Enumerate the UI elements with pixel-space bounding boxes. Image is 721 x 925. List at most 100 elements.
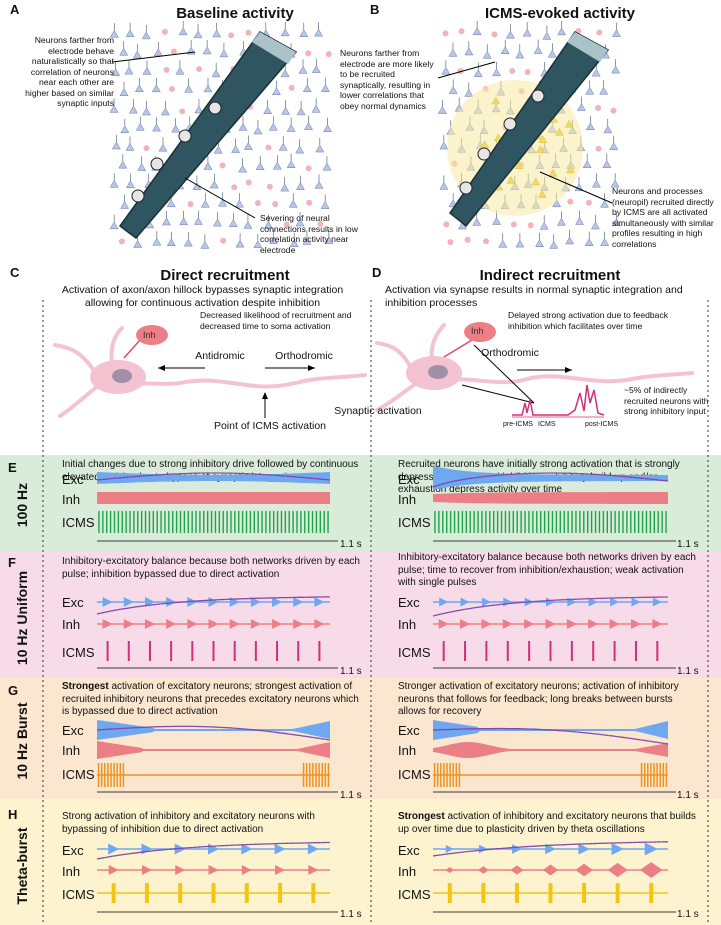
- g-right-inh: [433, 742, 668, 758]
- pyramidal-neuron: [576, 103, 586, 111]
- pyramidal-neuron: [574, 183, 584, 192]
- pyramidal-neuron: [178, 27, 188, 36]
- h-left-inh: [275, 865, 286, 875]
- f-right-trend-b: [432, 596, 668, 617]
- h-left-inh: [141, 865, 152, 875]
- interneuron: [228, 32, 235, 39]
- pyramidal-neuron: [323, 124, 333, 133]
- pyramidal-neuron: [472, 27, 482, 36]
- pyramidal-neuron: [591, 179, 601, 188]
- pyramidal-neuron: [473, 69, 483, 77]
- pyramidal-neuron: [109, 221, 119, 230]
- pyramidal-neuron: [302, 84, 312, 93]
- pyramidal-neuron: [295, 218, 305, 227]
- f-left-inh: [314, 619, 325, 629]
- interneuron: [179, 108, 186, 115]
- pyramidal-neuron: [109, 179, 119, 188]
- f-left-trend: [96, 596, 330, 615]
- panel-d-synaptic: Synaptic activation: [334, 405, 422, 417]
- f-right-exc: [631, 597, 641, 607]
- row-g-left-time: 1.1 s: [340, 790, 362, 801]
- pyramidal-neuron: [311, 104, 321, 113]
- interneuron: [163, 66, 170, 73]
- row-f-right-exc-label: Exc: [398, 595, 420, 610]
- pyramidal-neuron: [125, 29, 135, 37]
- panel-d-title: Indirect recruitment: [479, 267, 621, 284]
- pyramidal-neuron: [515, 50, 525, 59]
- interneuron: [325, 51, 332, 58]
- pyramidal-neuron: [213, 218, 222, 227]
- interneuron: [169, 85, 176, 92]
- pyramidal-neuron: [151, 84, 161, 93]
- pyramidal-neuron: [533, 46, 543, 54]
- panel-d-note: Delayed strong activation due to feedbac…: [508, 310, 669, 331]
- panel-c-orthodromic: Orthodromic: [275, 350, 333, 362]
- interneuron: [527, 222, 534, 229]
- pyramidal-neuron: [142, 107, 151, 116]
- h-right-inh: [640, 862, 663, 878]
- f-left-exc: [208, 597, 219, 607]
- row-g-right-desc: Stronger activation of excitatory neuron…: [398, 681, 679, 717]
- pyramidal-neuron: [253, 240, 263, 248]
- pyramidal-neuron: [286, 124, 296, 132]
- f-right-inh: [524, 619, 535, 629]
- interneuron: [567, 198, 574, 205]
- pyramidal-neuron: [263, 106, 273, 115]
- pyramidal-neuron: [200, 240, 210, 249]
- pyramidal-neuron: [549, 240, 559, 249]
- h-right-exc: [478, 844, 488, 854]
- f-left-exc: [293, 597, 304, 607]
- panel-d-letter: D: [372, 265, 382, 280]
- row-f-right-desc: Inhibitory-excitatory balance because bo…: [398, 552, 696, 588]
- pyramidal-neuron: [552, 199, 562, 208]
- f-right-inh: [566, 619, 577, 629]
- pyramidal-neuron: [482, 50, 492, 59]
- pyramidal-neuron: [281, 106, 291, 115]
- interneuron: [161, 28, 168, 35]
- pyramidal-neuron: [109, 29, 119, 38]
- h-left-inh: [175, 865, 186, 875]
- f-right-inh: [588, 619, 599, 629]
- pyramidal-neuron: [295, 182, 305, 190]
- pyramidal-neuron: [118, 160, 128, 169]
- f-right-inh: [652, 619, 663, 629]
- interneuron: [272, 201, 279, 208]
- f-right-exc: [439, 597, 449, 607]
- pyramidal-neuron: [600, 238, 610, 246]
- pyramidal-neuron: [324, 236, 334, 244]
- h-left-inh: [241, 865, 252, 875]
- pyramidal-neuron: [203, 84, 213, 93]
- pyramidal-neuron: [464, 47, 474, 56]
- interneuron: [458, 28, 465, 35]
- g-right-trend: [432, 727, 669, 745]
- e-left-trend: [96, 472, 331, 481]
- f-right-inh: [630, 619, 641, 629]
- h-left-exc: [141, 843, 153, 855]
- e-left-exc: [97, 472, 330, 484]
- row-g-letter: G: [8, 683, 19, 698]
- pyramidal-neuron: [202, 46, 212, 55]
- f-right-trend: [432, 596, 668, 617]
- pyramidal-neuron: [184, 84, 193, 93]
- row-h-right-icms-label: ICMS: [398, 887, 431, 902]
- f-left-exc: [250, 597, 261, 607]
- interneuron: [483, 238, 490, 245]
- interneuron: [610, 107, 617, 114]
- pyramidal-neuron: [585, 122, 595, 131]
- row-f-left-inh-label: Inh: [62, 617, 81, 632]
- pyramidal-neuron: [231, 145, 241, 153]
- interneuron: [245, 179, 252, 186]
- row-h-left-inh-label: Inh: [62, 864, 81, 879]
- pyramidal-neuron: [498, 239, 508, 248]
- f-left-exc: [166, 597, 177, 607]
- h-right-inh: [607, 862, 628, 878]
- pyramidal-neuron: [203, 161, 213, 170]
- pyramidal-neuron: [464, 88, 474, 97]
- panel-c-subtitle: Activation of axon/axon hillock bypasses…: [61, 284, 344, 309]
- pyramidal-neuron: [137, 163, 147, 171]
- pyramidal-neuron: [296, 107, 306, 116]
- interneuron: [447, 239, 454, 246]
- f-left-inh: [102, 619, 113, 629]
- row-g-left-inh-label: Inh: [62, 743, 81, 758]
- pyramidal-neuron: [253, 126, 263, 135]
